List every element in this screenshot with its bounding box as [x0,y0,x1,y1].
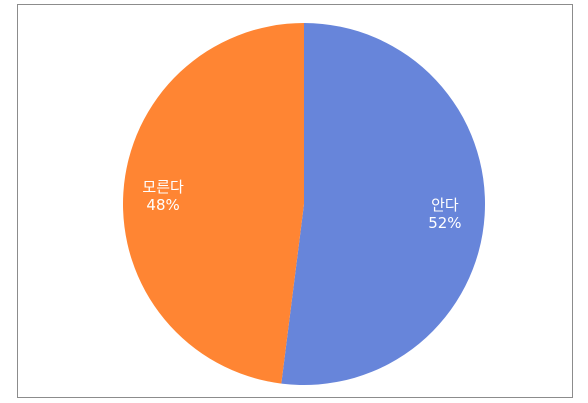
pie-slice-1 [122,23,305,384]
pie-slice-0 [281,23,485,385]
pie-slice-0-value: 52% [428,214,461,232]
pie-slice-0-label: 안다 [431,196,459,214]
pie-slice-1-value: 48% [146,196,179,214]
pie-slices [122,23,485,385]
pie-slice-1-label: 모른다 [142,178,184,196]
